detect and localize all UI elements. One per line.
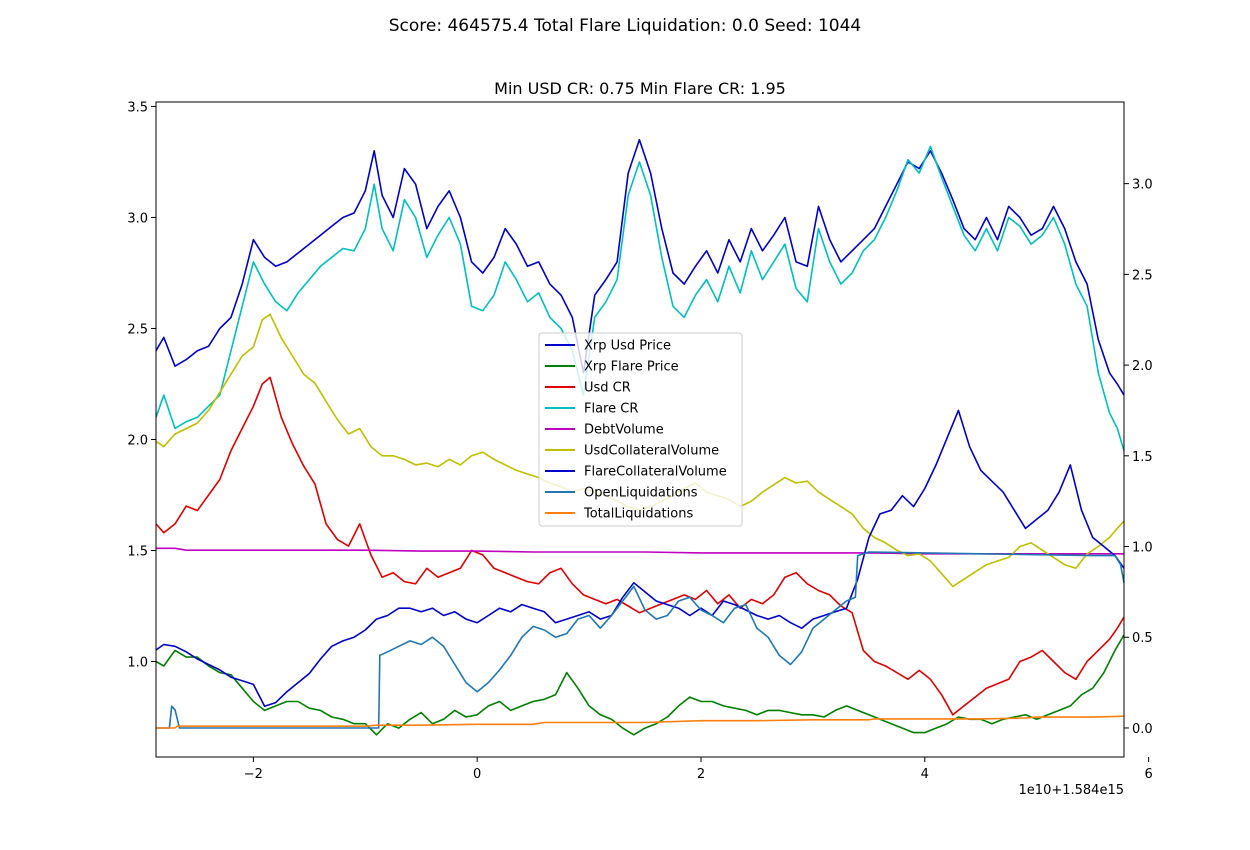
y-left-tick-label: 2.5 <box>127 322 148 337</box>
y-right-tick-label: 2.5 <box>1132 268 1153 283</box>
y-right-tick-label: 3.0 <box>1132 178 1153 193</box>
y-right-tick-label: 1.5 <box>1132 450 1153 465</box>
y-left-tick-label: 2.0 <box>127 433 148 448</box>
y-right-tick-label: 0.5 <box>1132 631 1153 646</box>
x-tick-label: 0 <box>473 767 481 782</box>
x-tick-label: −2 <box>244 767 263 782</box>
series-line-1 <box>155 634 1125 736</box>
legend-label-5: UsdCollateralVolume <box>584 444 719 459</box>
legend-label-2: Usd CR <box>584 381 631 396</box>
y-left-tick-label: 3.0 <box>127 211 148 226</box>
legend-label-0: Xrp Usd Price <box>584 339 671 354</box>
y-right-tick-label: 0.0 <box>1132 722 1153 737</box>
y-right-tick-label: 2.0 <box>1132 359 1153 374</box>
legend-label-4: DebtVolume <box>584 423 664 438</box>
y-axis-right: 0.0 0.5 1.0 1.5 2.0 2.5 3.0 <box>1124 178 1153 737</box>
series-line-2 <box>155 376 1125 716</box>
y-left-tick-label: 3.5 <box>127 100 148 115</box>
series-line-7 <box>156 551 1125 729</box>
series-line-0 <box>155 138 1125 396</box>
y-left-tick-label: 1.0 <box>127 656 148 671</box>
legend: Xrp Usd Price Xrp Flare Price Usd CR Flare … <box>538 332 743 527</box>
x-tick-label: 2 <box>697 767 705 782</box>
series-line-3 <box>155 145 1125 451</box>
y-axis-left: 1.0 1.5 2.0 2.5 3.0 3.5 <box>127 100 156 671</box>
legend-label-8: TotalLiquidations <box>583 507 693 522</box>
y-left-tick-label: 1.5 <box>127 545 148 560</box>
axes-title: Min USD CR: 0.75 Min Flare CR: 1.95 <box>494 79 786 98</box>
series-line-6 <box>155 409 1125 707</box>
x-tick-label: 6 <box>1144 767 1152 782</box>
legend-label-7: OpenLiquidations <box>584 486 698 501</box>
figure-suptitle: Score: 464575.4 Total Flare Liquidation:… <box>389 16 862 36</box>
x-axis: −2 0 2 4 6 <box>244 757 1153 782</box>
legend-box <box>538 332 743 527</box>
legend-label-6: FlareCollateralVolume <box>584 465 727 480</box>
series-line-8 <box>156 715 1125 729</box>
x-tick-label: 4 <box>921 767 929 782</box>
legend-label-1: Xrp Flare Price <box>584 360 679 375</box>
plot-frame <box>155 101 1125 758</box>
legend-label-3: Flare CR <box>584 402 638 417</box>
y-right-tick-label: 1.0 <box>1132 541 1153 556</box>
x-offset-text: 1e10+1.584e15 <box>1019 783 1124 798</box>
